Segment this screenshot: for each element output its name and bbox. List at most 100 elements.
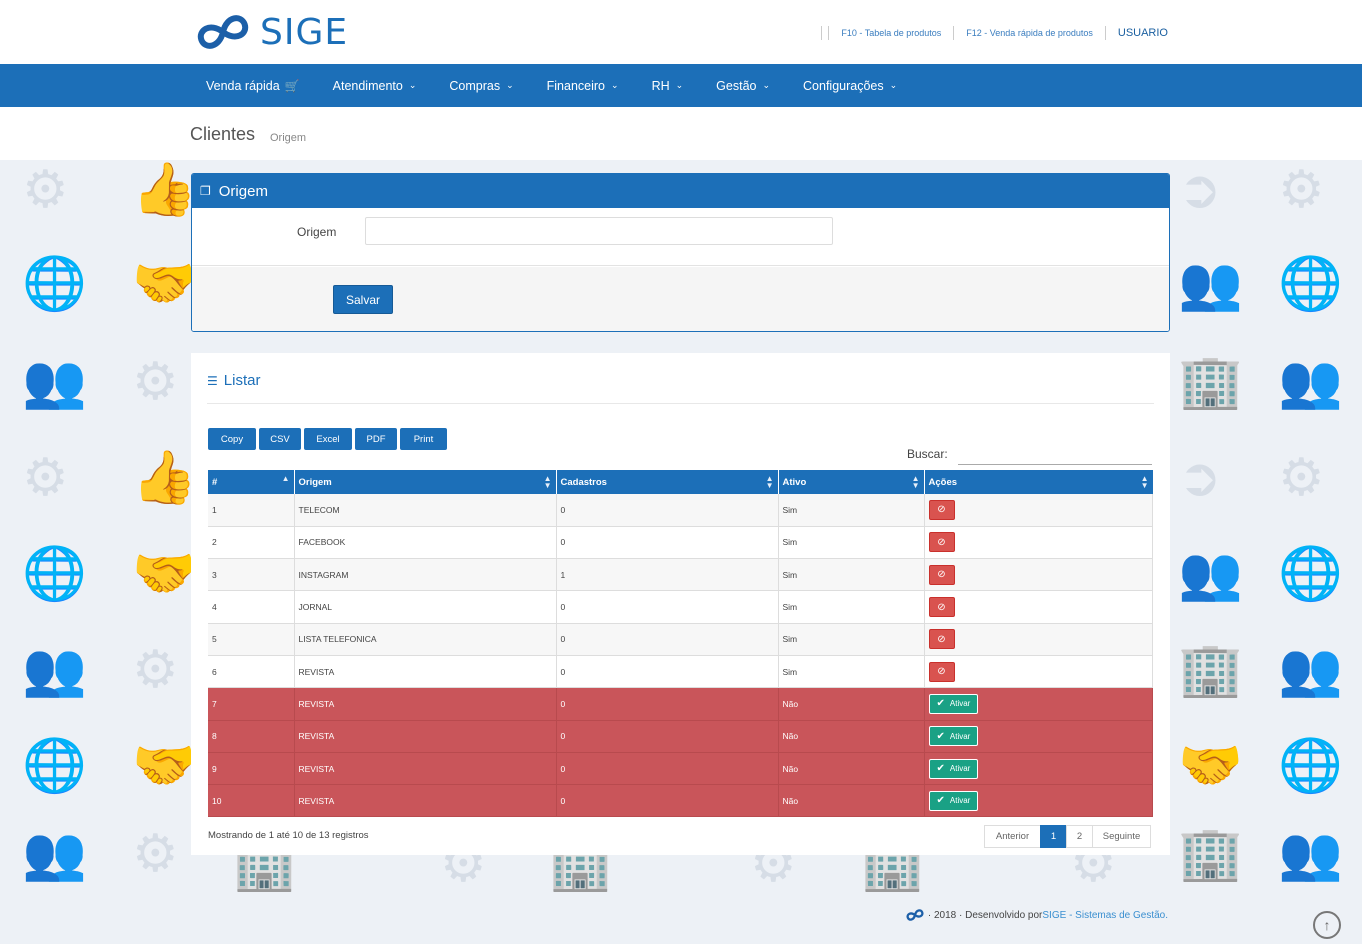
top-bar: SIGE F10 - Tabela de produtos F12 - Vend…	[0, 0, 1362, 64]
cell-cadastros: 0	[556, 590, 779, 624]
handshake-globe-icon: 🌐	[22, 736, 87, 796]
gears-icon: ⚙	[132, 352, 179, 412]
cell-id: 5	[208, 623, 295, 656]
users-icon: 👥	[1178, 544, 1243, 604]
cell-origem: JORNAL	[294, 590, 557, 624]
table-row: 3 INSTAGRAM 1 Sim ⊘	[208, 558, 1153, 592]
handshake-icon: 🤝	[132, 736, 197, 796]
user-menu[interactable]: USUARIO	[1117, 27, 1168, 39]
link-venda-rapida-produtos[interactable]: F12 - Venda rápida de produtos	[966, 28, 1093, 38]
column-header-id[interactable]: # ▲	[208, 470, 295, 494]
sort-icon: ▲ ▼	[543, 474, 552, 490]
globe-icon: 🌐	[1278, 544, 1343, 604]
cell-ativo: Não	[778, 687, 925, 721]
chevron-down-icon: ⌄	[408, 80, 417, 90]
nav-label: Gestão	[716, 78, 757, 93]
save-button[interactable]: Salvar	[333, 285, 393, 314]
print-button[interactable]: Print	[400, 428, 447, 450]
chevron-down-icon: ⌄	[506, 80, 514, 90]
cell-cadastros: 0	[556, 784, 779, 818]
footer: · 2018 · Desenvolvido por SIGE - Sistema…	[904, 908, 1168, 922]
cell-origem: LISTA TELEFONICA	[294, 623, 557, 656]
cell-id: 1	[208, 494, 295, 527]
search-input[interactable]	[957, 443, 1152, 465]
excel-button[interactable]: Excel	[304, 428, 352, 450]
list-title-text: Listar	[223, 372, 261, 389]
cell-ativo: Sim	[778, 494, 925, 527]
copy-button[interactable]: Copy	[208, 428, 256, 450]
cell-ativo: Não	[778, 720, 925, 753]
pager-next[interactable]: Seguinte	[1092, 825, 1151, 848]
nav-label: Atendimento	[332, 78, 403, 93]
deactivate-button[interactable]: ⊘	[928, 597, 955, 618]
cell-acoes: ⊘	[924, 558, 1153, 592]
origens-table: # ▲ Origem ▲ ▼ Cadastros ▲ ▼ Ativo ▲ ▼ Ações ▲ ▼ …	[208, 470, 1153, 818]
cell-acoes: ✔ Ativar	[924, 752, 1153, 786]
chevron-circle-icon: ➲	[1178, 448, 1222, 508]
activate-button[interactable]: ✔ Ativar	[928, 726, 979, 747]
ban-icon: ⊘	[937, 666, 946, 678]
page-title: Clientes	[190, 124, 256, 144]
table-row: 4 JORNAL 0 Sim ⊘	[208, 590, 1153, 624]
nav-compras[interactable]: Compras ⌄	[435, 79, 527, 93]
nav-label: RH	[651, 78, 670, 93]
list-title: ☰ Listar	[207, 372, 260, 389]
cell-ativo: Sim	[778, 623, 925, 656]
gears-icon: ⚙	[1278, 448, 1325, 508]
deactivate-button[interactable]: ⊘	[928, 661, 955, 682]
cell-ativo: Sim	[778, 590, 925, 624]
deactivate-button[interactable]: ⊘	[928, 564, 955, 585]
nav-financeiro[interactable]: Financeiro ⌄	[533, 79, 633, 93]
cell-cadastros: 0	[556, 623, 779, 656]
users-icon: 👥	[22, 352, 87, 412]
nav-atendimento[interactable]: Atendimento ⌄	[319, 79, 431, 93]
pager-page-1[interactable]: 1	[1040, 825, 1067, 848]
deactivate-button[interactable]: ⊘	[928, 532, 955, 553]
origem-input[interactable]	[365, 217, 833, 245]
activate-button[interactable]: ✔ Ativar	[928, 693, 979, 714]
cell-id: 2	[208, 526, 295, 560]
cell-acoes: ⊘	[924, 623, 1153, 656]
table-row: 2 FACEBOOK 0 Sim ⊘	[208, 526, 1153, 560]
search-label: Buscar:	[907, 447, 948, 461]
nav-configuracoes[interactable]: Configurações ⌄	[789, 79, 911, 93]
chevron-down-icon: ⌄	[889, 80, 898, 90]
deactivate-button[interactable]: ⊘	[928, 629, 955, 650]
scroll-top-button[interactable]: ↑	[1313, 911, 1341, 939]
logo-text: SIGE	[260, 11, 349, 53]
cell-cadastros: 0	[556, 687, 779, 721]
top-links: F10 - Tabela de produtos F12 - Venda ráp…	[809, 26, 1168, 40]
pdf-button[interactable]: PDF	[355, 428, 397, 450]
pagination: Anterior 1 2 Seguinte	[984, 825, 1151, 848]
cell-ativo: Sim	[778, 526, 925, 560]
handshake-icon: 🤝	[132, 544, 197, 604]
cell-ativo: Sim	[778, 558, 925, 592]
column-header-origem[interactable]: Origem ▲ ▼	[294, 470, 557, 494]
nav-label: Compras	[449, 78, 501, 93]
logo[interactable]: SIGE	[190, 11, 349, 53]
footer-brand-link[interactable]: SIGE - Sistemas de Gestão.	[1042, 909, 1168, 921]
pager-prev[interactable]: Anterior	[984, 825, 1041, 848]
column-header-acoes[interactable]: Ações ▲ ▼	[924, 470, 1153, 494]
ban-icon: ⊘	[937, 601, 946, 613]
gears-icon: ⚙	[1278, 160, 1325, 220]
nav-gestao[interactable]: Gestão ⌄	[702, 79, 784, 93]
gears-icon: ⚙	[132, 640, 179, 700]
cart-icon: 🛒	[284, 78, 300, 93]
thumbs-up-icon: 👍	[132, 160, 197, 220]
sort-asc-icon: ▲	[281, 474, 290, 483]
link-tabela-produtos[interactable]: F10 - Tabela de produtos	[841, 28, 942, 38]
infinity-logo-icon	[197, 15, 249, 49]
csv-button[interactable]: CSV	[259, 428, 301, 450]
activate-button[interactable]: ✔ Ativar	[928, 790, 979, 811]
pager-page-2[interactable]: 2	[1066, 825, 1093, 848]
sort-icon: ▲ ▼	[765, 474, 774, 490]
nav-rh[interactable]: RH ⌄	[638, 79, 698, 93]
deactivate-button[interactable]: ⊘	[928, 499, 955, 520]
page-title-bar: Clientes Origem	[0, 107, 1362, 160]
nav-venda-rapida[interactable]: Venda rápida 🛒	[192, 79, 314, 93]
ban-icon: ⊘	[937, 504, 946, 516]
activate-button[interactable]: ✔ Ativar	[928, 758, 979, 779]
column-header-ativo[interactable]: Ativo ▲ ▼	[778, 470, 925, 494]
column-header-cadastros[interactable]: Cadastros ▲ ▼	[556, 470, 779, 494]
